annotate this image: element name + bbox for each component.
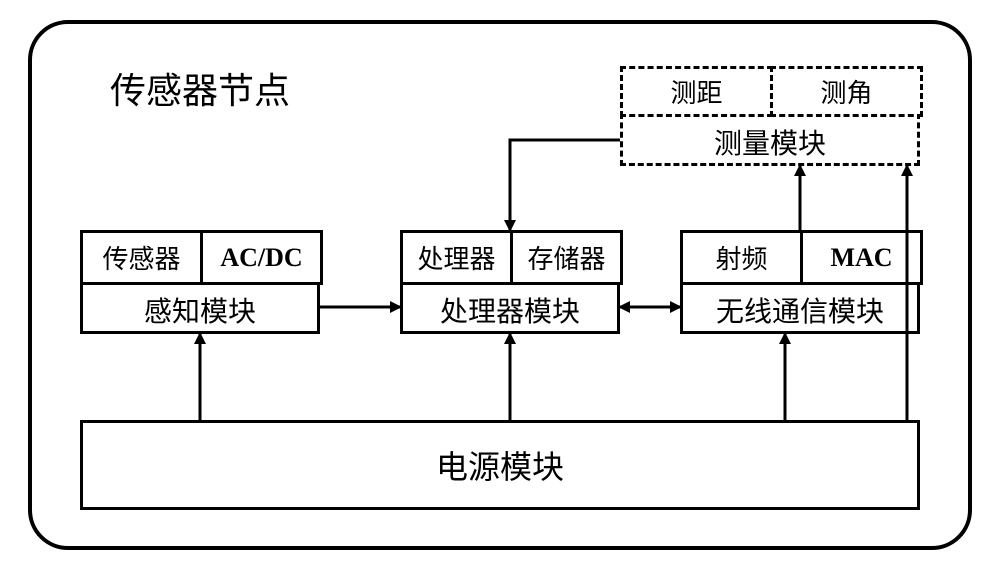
measurement-right-cell: 测角 (770, 66, 923, 117)
measurement-module: 测距 测角 测量模块 (620, 66, 920, 166)
wireless-left-cell: 射频 (680, 230, 803, 285)
processor-module-name: 处理器模块 (403, 285, 617, 334)
wireless-right-cell: MAC (800, 230, 923, 285)
measurement-left-cell: 测距 (620, 66, 773, 117)
wireless-module: 射频 MAC 无线通信模块 (680, 230, 920, 334)
diagram-title: 传感器节点 (110, 62, 290, 114)
sensing-module: 传感器 AC/DC 感知模块 (80, 230, 320, 334)
sensing-left-cell: 传感器 (80, 230, 203, 285)
processor-left-cell: 处理器 (400, 230, 513, 285)
power-module-name: 电源模块 (83, 423, 917, 507)
wireless-module-name: 无线通信模块 (683, 285, 917, 334)
sensing-module-name: 感知模块 (83, 285, 317, 334)
power-module: 电源模块 (80, 420, 920, 510)
measurement-module-name: 测量模块 (623, 117, 917, 166)
processor-module: 处理器 存储器 处理器模块 (400, 230, 620, 334)
processor-right-cell: 存储器 (510, 230, 623, 285)
diagram-canvas: 传感器节点 传感器 AC/DC 感知模块 处理器 存储器 处理器模块 射频 MA… (0, 0, 1000, 578)
sensing-right-cell: AC/DC (200, 230, 323, 285)
